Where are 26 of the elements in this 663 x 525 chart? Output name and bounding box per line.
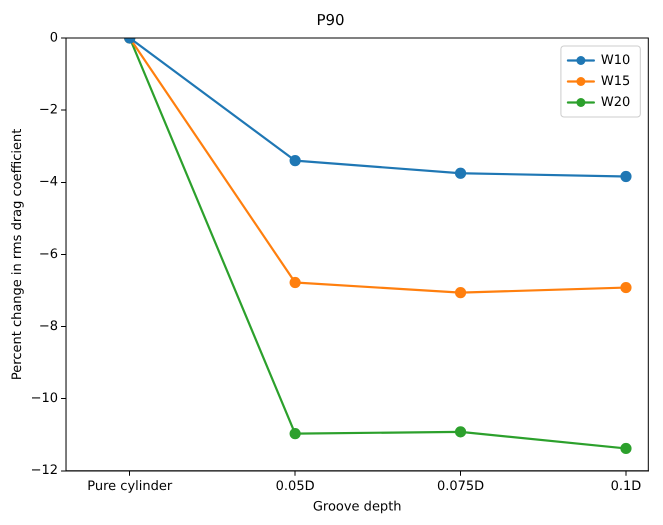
legend-label: W10 (600, 52, 630, 68)
point (290, 428, 301, 440)
x-tick-label: 0.1D (610, 478, 642, 494)
y-tick-label: −8 (38, 318, 58, 334)
chart-title: P90 (316, 10, 345, 29)
point (620, 442, 632, 454)
x-axis-title: Groove depth (312, 500, 402, 515)
y-tick-label: −6 (38, 246, 58, 262)
y-tick-label: 0 (50, 30, 58, 46)
point (620, 282, 632, 294)
point (454, 426, 466, 438)
y-tick-label: −2 (38, 102, 58, 118)
y-tick-label: −10 (30, 391, 58, 406)
x-tick-label: 0.075D (436, 478, 484, 494)
x-tick-label: 0.05D (276, 478, 315, 494)
point (454, 287, 466, 298)
y-axis-title: Percent change in rms drag coefficient (10, 128, 26, 380)
x-tick-label: Pure cylinder (87, 478, 173, 494)
y-tick-label: −4 (38, 174, 58, 190)
y-tick-label: −12 (30, 463, 58, 478)
point (620, 170, 632, 182)
point (290, 276, 301, 288)
legend-label: W20 (600, 94, 630, 110)
point (454, 168, 466, 179)
point (290, 155, 301, 166)
legend-label: W15 (600, 74, 630, 89)
